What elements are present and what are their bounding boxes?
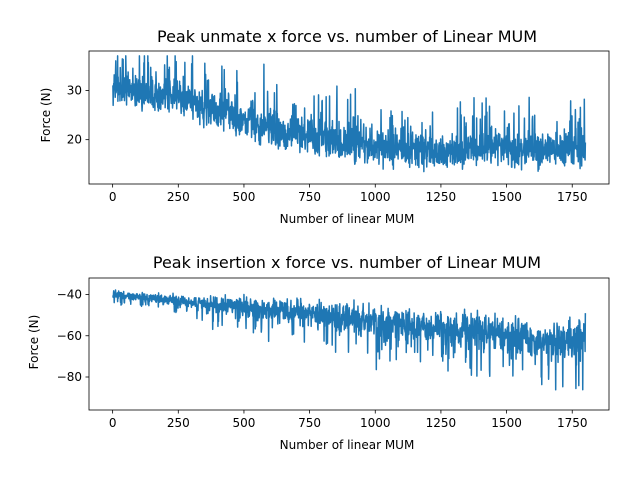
x-tick-label: 750 (298, 416, 321, 430)
x-axis-label: Number of linear MUM (280, 438, 415, 452)
x-axis-label: Number of linear MUM (280, 212, 415, 226)
y-tick-label: −80 (57, 370, 82, 384)
x-tick-label: 1500 (491, 416, 522, 430)
x-tick-label: 750 (298, 190, 321, 204)
chart-insertion-force: Peak insertion x force vs. number of Lin… (27, 253, 610, 452)
x-tick-label: 0 (109, 190, 117, 204)
y-tick-label: −60 (57, 329, 82, 343)
y-tick-label: 20 (67, 133, 82, 147)
x-tick-label: 500 (232, 416, 255, 430)
x-tick-label: 0 (109, 416, 117, 430)
x-tick-label: 250 (167, 190, 190, 204)
series-line (112, 289, 587, 391)
x-tick-label: 1250 (426, 190, 457, 204)
x-tick-label: 1000 (360, 416, 391, 430)
plot-frame (88, 277, 610, 411)
x-tick-label: 1500 (491, 190, 522, 204)
x-tick-label: 500 (232, 190, 255, 204)
x-tick-label: 1750 (557, 190, 588, 204)
chart-title: Peak insertion x force vs. number of Lin… (153, 253, 541, 272)
y-axis-label: Force (N) (27, 315, 41, 370)
chart-unmate-force: Peak unmate x force vs. number of Linear… (39, 27, 610, 226)
y-axis-label: Force (N) (39, 88, 53, 143)
series-line (112, 55, 587, 173)
y-tick-label: −40 (57, 288, 82, 302)
x-tick-label: 1750 (557, 416, 588, 430)
x-tick-label: 1000 (360, 190, 391, 204)
plot-frame (88, 50, 610, 185)
x-tick-label: 250 (167, 416, 190, 430)
x-tick-label: 1250 (426, 416, 457, 430)
y-tick-label: 30 (67, 83, 82, 97)
chart-title: Peak unmate x force vs. number of Linear… (157, 27, 537, 46)
